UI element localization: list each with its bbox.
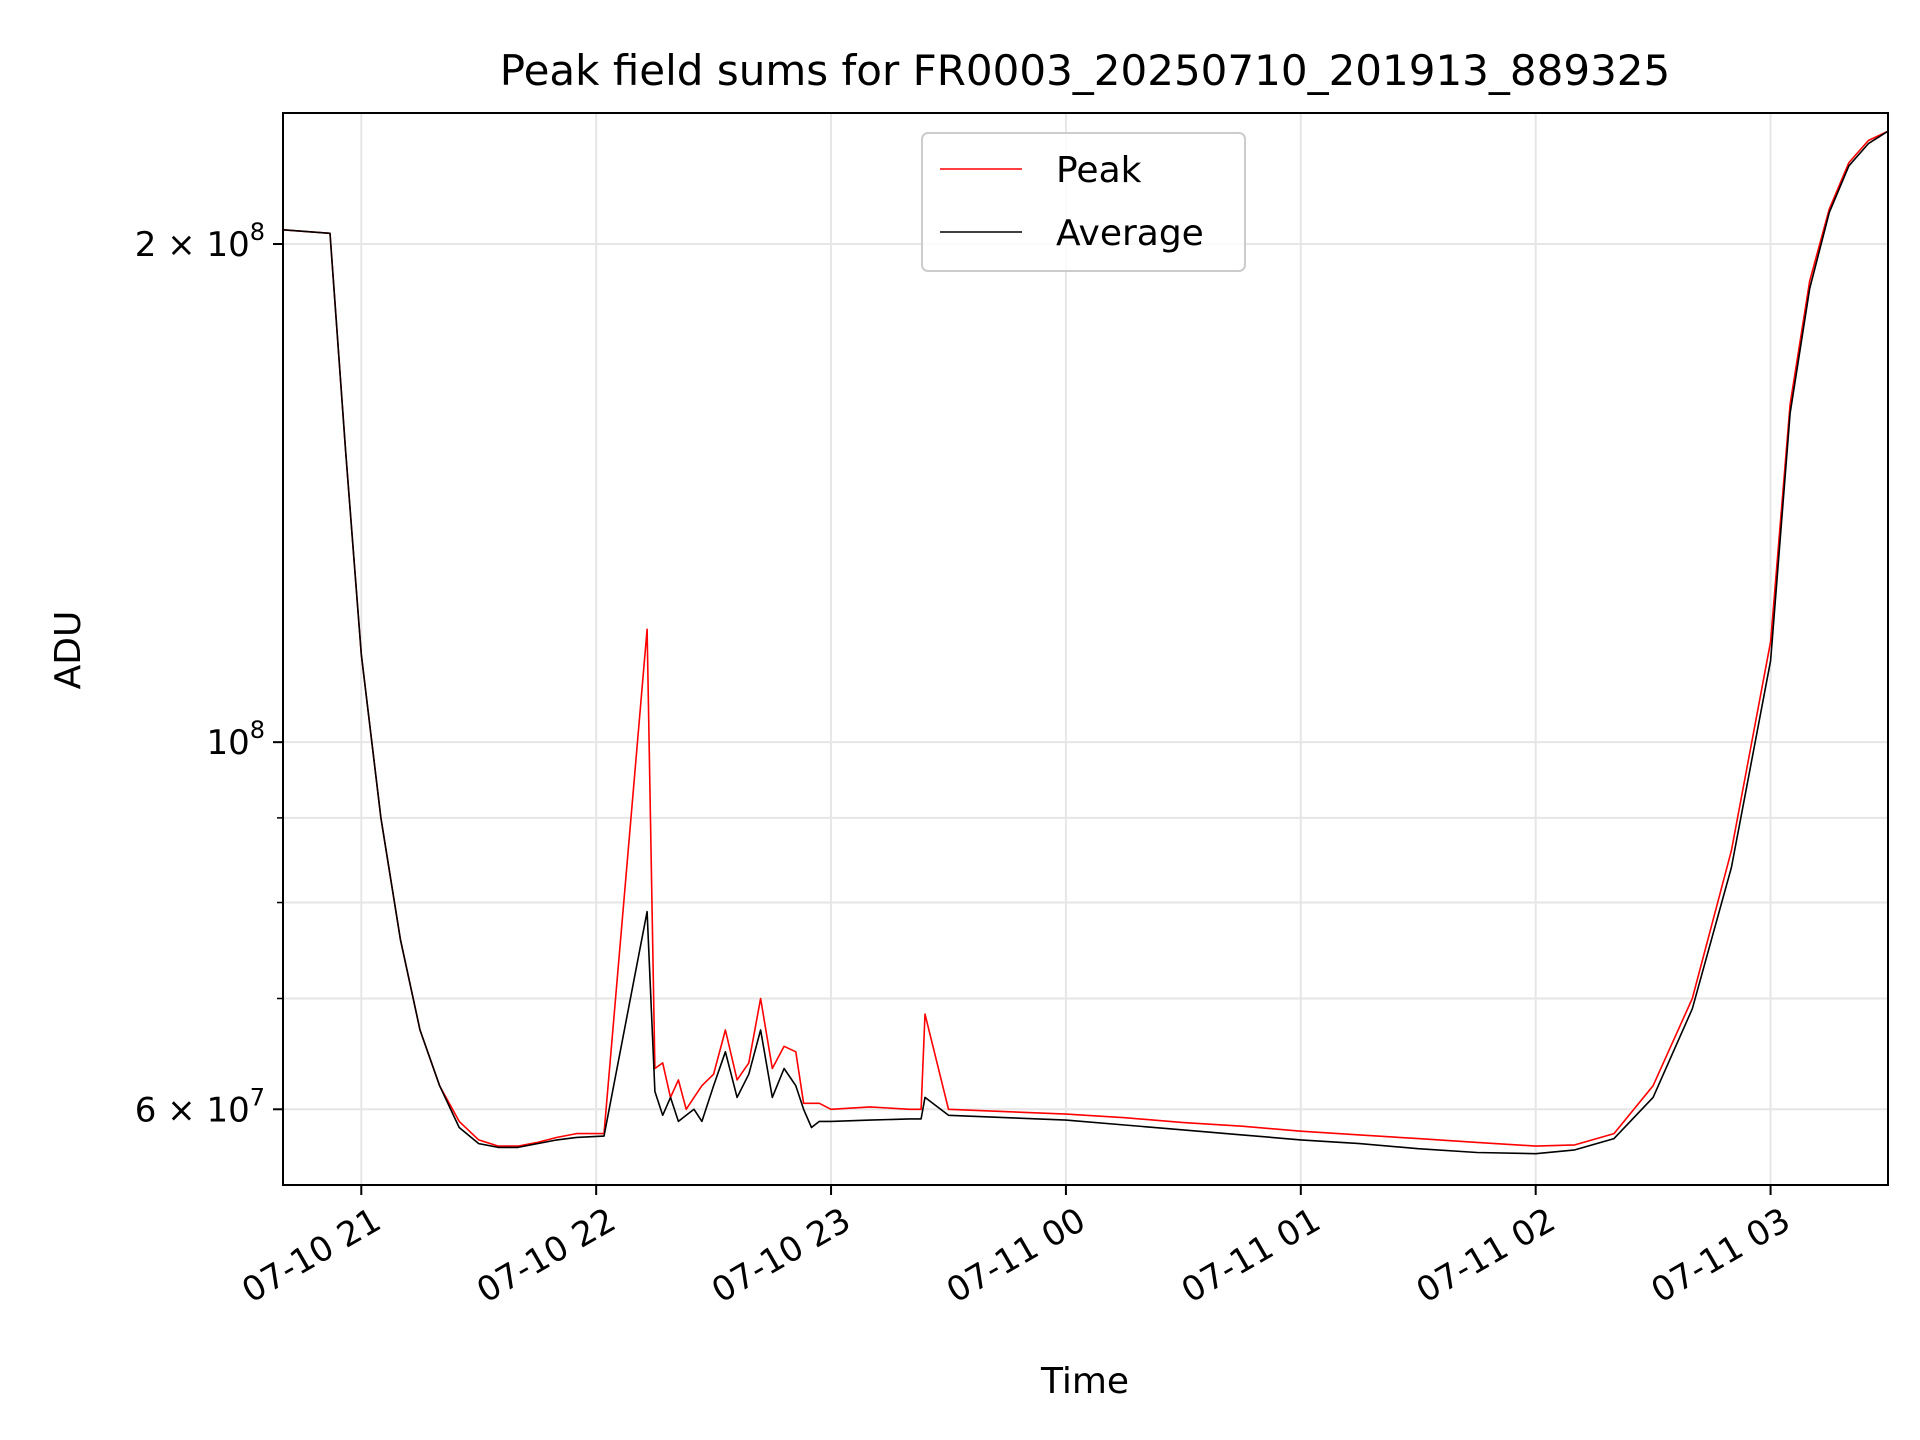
x-axis-label: Time	[1040, 1361, 1129, 1402]
series-line-peak	[283, 130, 1888, 1147]
legend-label-average: Average	[1056, 213, 1204, 254]
chart-title: Peak field sums for FR0003_20250710_2019…	[500, 46, 1670, 95]
y-axis-ticks: 2 × 108 108 6 × 107	[135, 218, 283, 1130]
series-line-average	[283, 130, 1888, 1155]
y-axis-label: ADU	[48, 611, 89, 690]
legend-label-peak: Peak	[1056, 150, 1142, 191]
series-lines	[283, 130, 1888, 1155]
grid	[283, 113, 1888, 1185]
legend: Peak Average	[921, 132, 1246, 272]
legend-box	[921, 132, 1246, 272]
y-tick-label: 2 × 108	[135, 218, 265, 265]
y-tick-label: 6 × 107	[135, 1083, 265, 1130]
y-tick-label: 108	[206, 716, 265, 763]
plot-area	[283, 130, 1888, 1155]
plot-frame	[282, 112, 1889, 1186]
